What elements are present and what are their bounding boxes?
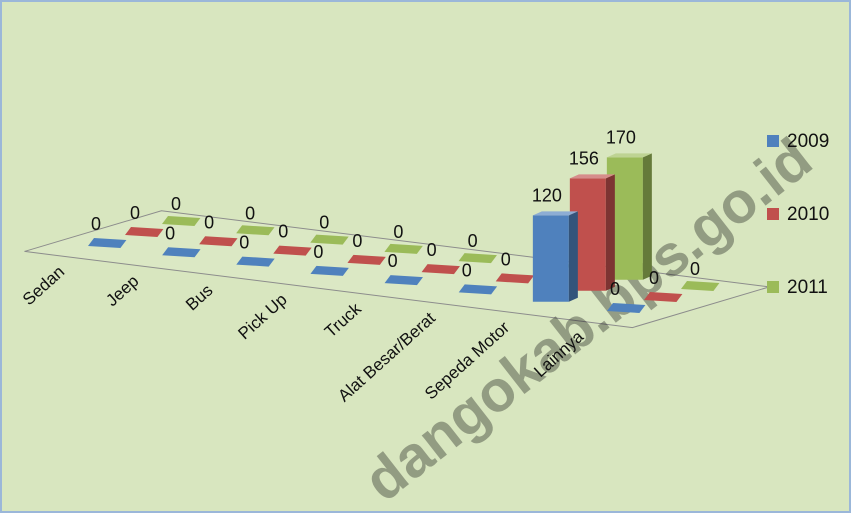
legend-label-2010: 2010 (787, 204, 829, 225)
data-label-2010-1: 0 (204, 212, 214, 232)
bar-2009-pick-up (310, 265, 349, 276)
bar-2010-truck-face (421, 264, 460, 275)
legend-swatch-2011 (767, 281, 779, 293)
bar-2011-sepeda-motor (606, 153, 652, 280)
bar-2011-sedan (162, 216, 201, 226)
data-label-2011-6: 170 (606, 127, 636, 147)
data-label-2010-3: 0 (352, 231, 362, 251)
legend-label-2009: 2009 (787, 131, 829, 152)
bar-2011-lainnya (681, 281, 720, 291)
data-label-2011-3: 0 (393, 222, 403, 242)
bar-2011-jeep (236, 225, 275, 236)
bar-2010-alat-besar-berat (495, 273, 535, 284)
data-label-2010-2: 0 (278, 222, 288, 242)
bar-2009-alat-besar-berat-face (458, 284, 498, 295)
bar-2010-alat-besar-berat-face (495, 273, 535, 284)
data-label-2010-6: 156 (569, 148, 599, 168)
legend-label-2011: 2011 (787, 277, 828, 298)
data-label-2009-4: 0 (388, 251, 398, 271)
bar-2010-sepeda-motor-face (569, 178, 606, 291)
data-label-2009-2: 0 (239, 233, 249, 253)
bar-2009-sepeda-motor (532, 211, 578, 302)
data-label-2010-5: 0 (501, 249, 511, 269)
bar-2011-truck (458, 253, 497, 264)
bar-2011-bus (310, 234, 349, 245)
bar-2009-sedan (88, 238, 127, 248)
bar-2011-lainnya-face (681, 281, 720, 291)
bar-2010-sepeda-motor-face (605, 174, 615, 291)
bar-2010-lainnya-face (644, 292, 683, 302)
bar-2009-lainnya-face (607, 303, 646, 313)
bar-2009-sepeda-motor-face (532, 215, 569, 302)
legend-swatch-2009 (767, 135, 779, 147)
data-label-2009-1: 0 (165, 223, 175, 243)
bar-2010-sepeda-motor-face (569, 174, 615, 179)
bar-2009-bus (236, 256, 275, 267)
bar-2011-sepeda-motor-face (606, 157, 643, 280)
data-label-2010-4: 0 (427, 240, 437, 260)
data-label-2011-0: 0 (171, 194, 181, 214)
bar-2009-sepeda-motor-face (568, 211, 578, 302)
bar-2010-jeep-face (199, 236, 238, 247)
bar-2010-lainnya (644, 292, 683, 302)
bar-2009-jeep-face (162, 247, 201, 258)
bar-2011-pick-up (384, 243, 423, 254)
bar-2009-alat-besar-berat (458, 284, 498, 295)
bar-2010-bus (273, 245, 312, 256)
bar-2009-truck (384, 275, 423, 286)
bar-2009-lainnya (607, 303, 646, 313)
category-label-pick-up: Pick Up (234, 290, 290, 343)
data-label-2009-3: 0 (313, 242, 323, 262)
data-label-2009-7: 0 (610, 279, 620, 299)
bar-2010-jeep (199, 236, 238, 247)
data-label-2009-5: 0 (462, 260, 472, 280)
bar-2009-pick-up-face (310, 265, 349, 276)
bar-2011-bus-face (310, 234, 349, 245)
data-label-2011-2: 0 (319, 213, 329, 233)
bar-2010-bus-face (273, 245, 312, 256)
data-label-2010-0: 0 (130, 203, 140, 223)
bar-2010-sepeda-motor (569, 174, 615, 291)
bar-2011-truck-face (458, 253, 497, 264)
data-label-2011-1: 0 (245, 203, 255, 223)
bar-2009-sedan-face (88, 238, 127, 248)
data-label-2009-0: 0 (91, 214, 101, 234)
legend-swatch-2010 (767, 208, 779, 220)
data-label-2011-7: 0 (690, 259, 700, 279)
bar-2009-jeep (162, 247, 201, 258)
data-label-2010-7: 0 (649, 268, 659, 288)
bar-2010-sedan-face (125, 227, 164, 237)
category-label-jeep: Jeep (102, 271, 142, 310)
bar-2010-sedan (125, 227, 164, 237)
bar-2010-pick-up (347, 254, 386, 265)
data-label-2011-4: 0 (468, 231, 478, 251)
category-label-sedan: Sedan (19, 262, 68, 309)
bar-2010-truck (421, 264, 460, 275)
category-label-bus: Bus (182, 281, 216, 315)
bar-2010-pick-up-face (347, 254, 386, 265)
bar-2009-bus-face (236, 256, 275, 267)
bar-2009-truck-face (384, 275, 423, 286)
bar-2011-sepeda-motor-face (642, 153, 652, 280)
bar-2011-jeep-face (236, 225, 275, 236)
bar-2009-sepeda-motor-face (532, 211, 578, 216)
category-label-truck: Truck (321, 299, 365, 341)
data-label-2009-6: 120 (532, 185, 562, 205)
bar-2011-sedan-face (162, 216, 201, 226)
bar-2011-sepeda-motor-face (606, 153, 652, 158)
bar-2011-pick-up-face (384, 243, 423, 254)
